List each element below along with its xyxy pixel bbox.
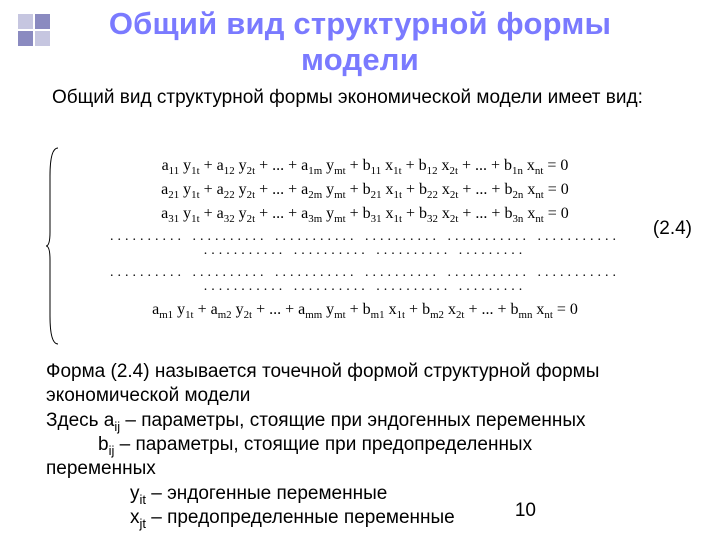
equation-row: a31 y1t + a32 y2t + ... + a3m ymt + b31 …	[68, 206, 662, 222]
equation-row: am1 y1t + am2 y2t + ... + amm ymt + bm1 …	[68, 302, 662, 318]
equation-row: a11 y1t + a12 y2t + ... + a1m ymt + b11 …	[68, 158, 662, 174]
left-brace	[46, 146, 60, 346]
text-frag: y	[130, 483, 140, 504]
text-frag: – параметры, стоящие при предопределенны…	[114, 434, 532, 455]
text-frag: – эндогенные переменные	[146, 483, 387, 504]
ellipsis-row: .......... .......... ........... ......…	[68, 230, 662, 258]
body-line: переменных	[46, 458, 156, 479]
body-line: Форма (2.4) называется точечной формой с…	[46, 361, 599, 382]
body-text: Форма (2.4) называется точечной формой с…	[46, 360, 660, 530]
text-frag: Здесь a	[46, 410, 114, 431]
intro-text: Общий вид структурной формы экономическо…	[52, 86, 668, 110]
body-line: xjt – предопределенные переменные	[46, 506, 660, 530]
equation-rows: a11 y1t + a12 y2t + ... + a1m ymt + b11 …	[60, 146, 662, 346]
equation-row: a21 y1t + a22 y2t + ... + a2m ymt + b21 …	[68, 182, 662, 198]
slide-root: Общий вид структурной формы модели Общий…	[0, 0, 720, 540]
body-line: Здесь aij – параметры, стоящие при эндог…	[46, 410, 586, 431]
text-frag: x	[130, 507, 140, 528]
ellipsis-row: .......... .......... ........... ......…	[68, 266, 662, 294]
equation-system: a11 y1t + a12 y2t + ... + a1m ymt + b11 …	[46, 146, 662, 346]
title-line-2: модели	[301, 42, 419, 77]
text-frag: b	[98, 434, 109, 455]
body-line: bij – параметры, стоящие при предопредел…	[46, 433, 660, 457]
body-line: экономической модели	[46, 385, 250, 406]
text-frag: – параметры, стоящие при эндогенных пере…	[120, 410, 585, 431]
equation-number: (2.4)	[653, 218, 692, 240]
body-line: yit – эндогенные переменные	[46, 482, 660, 506]
page-title: Общий вид структурной формы модели	[0, 6, 720, 77]
page-number: 10	[515, 500, 536, 522]
text-frag: – предопределенные переменные	[146, 507, 455, 528]
title-line-1: Общий вид структурной формы	[109, 6, 611, 41]
